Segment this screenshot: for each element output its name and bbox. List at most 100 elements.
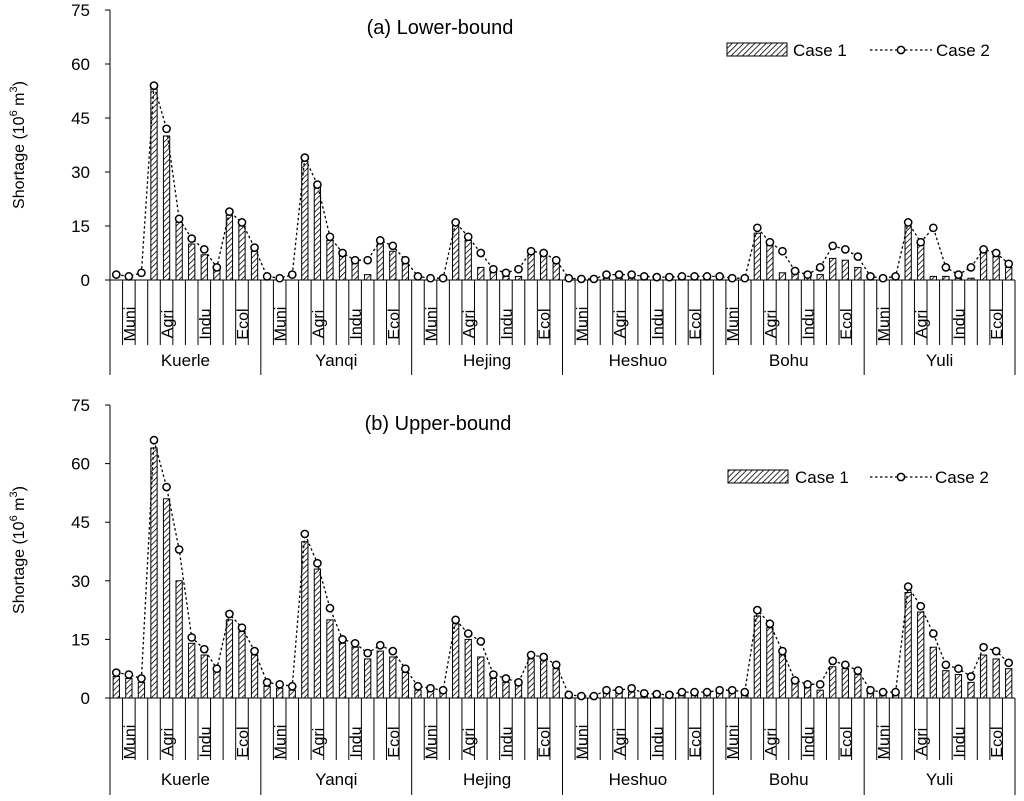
bar-case1 (766, 627, 774, 699)
legend-label-case1: Case 1 (793, 41, 847, 60)
point-case2 (388, 646, 398, 656)
bar-case1 (288, 689, 296, 699)
point-case2 (903, 218, 913, 227)
point-case2 (664, 690, 674, 700)
sector-label: Indu (348, 308, 365, 339)
y-tick-label: 30 (71, 572, 90, 591)
sector-label: Ecol (838, 726, 855, 757)
bar-case1 (464, 239, 472, 281)
point-case2 (225, 207, 234, 216)
bar-case1 (175, 580, 183, 699)
sector-label: Muni (876, 725, 893, 760)
bar-case1 (364, 274, 372, 281)
point-case2 (916, 237, 926, 247)
point-case2 (1004, 658, 1014, 668)
sector-label: Agri (310, 728, 327, 756)
point-case2 (715, 685, 724, 695)
point-case2 (413, 681, 423, 691)
point-case2 (363, 648, 373, 658)
point-case2 (325, 232, 335, 242)
point-case2 (111, 668, 121, 677)
bar-case1 (552, 263, 560, 281)
sector-label: Ecol (537, 308, 554, 339)
point-case2 (891, 272, 900, 281)
sector-label: Muni (574, 725, 591, 760)
point-case2 (602, 685, 611, 695)
sector-label: Agri (914, 728, 931, 756)
sector-label: Muni (876, 307, 893, 342)
point-case2 (275, 273, 285, 283)
bar-case1 (351, 646, 359, 699)
bar-case1 (1005, 266, 1013, 281)
point-case2 (954, 270, 963, 279)
y-axis-label-part: Shortage (11, 140, 28, 209)
bar-case1 (376, 650, 384, 699)
bar-case1 (225, 214, 234, 281)
bar-case1 (389, 656, 397, 699)
point-case2 (765, 619, 775, 629)
sector-label: Agri (461, 728, 478, 756)
bar-case1 (477, 266, 485, 281)
sector-label: Muni (725, 725, 742, 760)
bar-case1 (929, 275, 937, 281)
point-case2 (539, 652, 548, 662)
region-label: Yuli (926, 770, 953, 789)
point-case2 (891, 687, 900, 697)
bar-case1 (250, 654, 259, 699)
bar-case1 (313, 568, 322, 699)
bar-case1 (627, 691, 636, 699)
y-axis-label-part: ) (11, 81, 28, 86)
point-case2 (677, 272, 687, 281)
point-case2 (589, 691, 599, 701)
point-case2 (866, 272, 875, 281)
point-case2 (388, 241, 398, 251)
point-case2 (375, 236, 385, 245)
y-axis-label-part: m (11, 93, 28, 111)
bar-case1 (979, 654, 988, 699)
point-case2 (828, 656, 838, 666)
point-case2 (878, 687, 888, 697)
point-case2 (463, 232, 473, 242)
sector-label: Indu (499, 726, 516, 757)
point-case2 (690, 687, 699, 697)
sector-label: Indu (801, 308, 818, 339)
bar-case1 (854, 266, 862, 281)
point-case2 (426, 683, 435, 693)
y-tick-label: 0 (81, 689, 90, 708)
sector-label: Indu (650, 308, 667, 339)
sector-label: Muni (273, 307, 290, 342)
bar-case1 (992, 256, 1000, 281)
bar-case1 (917, 611, 925, 699)
point-case2 (162, 482, 171, 492)
point-case2 (564, 690, 574, 700)
point-case2 (350, 255, 360, 265)
point-case2 (803, 679, 812, 689)
point-case2 (702, 687, 712, 697)
point-case2 (451, 615, 461, 625)
bar-case1 (942, 670, 950, 699)
point-case2 (878, 273, 888, 283)
sector-label: Muni (574, 307, 591, 342)
point-case2 (313, 180, 322, 189)
y-axis-label-part: ) (11, 486, 28, 491)
bar-case1 (816, 689, 824, 699)
point-case2 (489, 264, 498, 274)
bar-case1 (489, 677, 498, 699)
bar-case1 (313, 185, 322, 281)
bar-case1 (514, 275, 523, 281)
point-case2 (627, 683, 636, 693)
y-tick-label: 60 (71, 55, 90, 74)
point-case2 (124, 670, 134, 679)
chart-title: (b) Upper-bound (365, 413, 512, 435)
sector-label: Muni (122, 307, 139, 342)
point-case2 (250, 243, 259, 252)
bar-case1 (112, 676, 120, 699)
bar-case1 (502, 681, 510, 699)
bar-case1 (540, 660, 548, 699)
bar-case1 (351, 261, 359, 281)
point-case2 (413, 272, 423, 281)
region-label: Hejing (463, 770, 511, 789)
bar-case1 (250, 250, 259, 281)
point-case2 (853, 666, 863, 676)
